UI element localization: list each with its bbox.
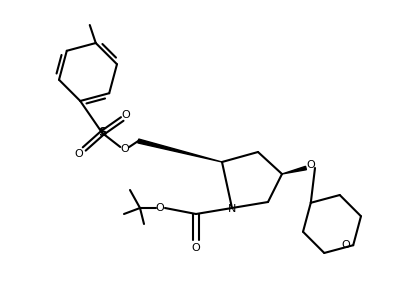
Text: O: O	[307, 160, 315, 170]
Polygon shape	[282, 166, 307, 174]
Text: S: S	[98, 126, 107, 139]
Polygon shape	[138, 139, 222, 162]
Text: O: O	[192, 243, 200, 253]
Text: N: N	[228, 204, 236, 214]
Text: O: O	[156, 203, 164, 213]
Text: O: O	[342, 240, 350, 250]
Text: O: O	[75, 149, 84, 159]
Text: O: O	[122, 110, 131, 120]
Text: O: O	[121, 144, 129, 154]
